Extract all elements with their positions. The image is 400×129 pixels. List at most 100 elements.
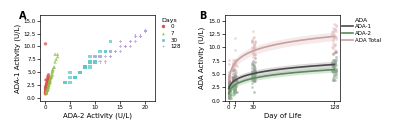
Point xyxy=(232,79,238,81)
Point xyxy=(230,77,236,79)
Point xyxy=(232,88,238,90)
Point xyxy=(329,38,336,40)
Point xyxy=(332,44,338,46)
Point xyxy=(249,70,255,72)
Point xyxy=(226,91,232,93)
Point xyxy=(230,88,236,90)
Point xyxy=(232,72,238,74)
Point xyxy=(226,96,232,98)
Point xyxy=(330,78,336,80)
Point xyxy=(43,89,49,91)
Point xyxy=(330,52,337,54)
Point xyxy=(329,33,336,35)
Point xyxy=(226,82,232,84)
Point xyxy=(230,79,237,81)
Point xyxy=(329,31,336,33)
Point xyxy=(230,60,237,62)
Point xyxy=(42,92,49,94)
Point xyxy=(226,78,232,80)
Point xyxy=(43,91,49,93)
Point xyxy=(330,59,337,62)
Point xyxy=(226,92,232,94)
Point xyxy=(331,33,337,35)
Point xyxy=(77,71,83,73)
Point xyxy=(107,51,114,53)
Point xyxy=(232,75,239,77)
Point xyxy=(231,90,238,92)
Point xyxy=(227,89,233,91)
Point xyxy=(43,88,49,90)
Point xyxy=(330,40,336,42)
Point xyxy=(250,71,256,73)
Point xyxy=(226,87,232,89)
Point xyxy=(333,51,340,53)
Point xyxy=(72,76,78,78)
Point xyxy=(230,91,237,93)
Point xyxy=(226,76,232,78)
Point xyxy=(251,79,258,81)
Point xyxy=(331,62,338,64)
Point xyxy=(97,56,104,58)
Point xyxy=(232,87,238,89)
Point xyxy=(226,87,232,89)
Point xyxy=(232,76,239,78)
Point xyxy=(330,23,337,25)
Point xyxy=(230,69,236,71)
Point xyxy=(252,71,259,73)
Point xyxy=(226,89,232,91)
Point xyxy=(249,39,255,41)
Point xyxy=(251,46,258,48)
Point xyxy=(231,77,238,79)
Point xyxy=(231,80,237,83)
Point xyxy=(330,79,337,81)
Point xyxy=(251,64,257,66)
Point xyxy=(43,89,49,91)
Point xyxy=(233,65,240,67)
Point xyxy=(43,91,50,93)
Point xyxy=(230,73,237,75)
Point xyxy=(251,70,258,72)
Point xyxy=(132,35,138,37)
Point xyxy=(230,63,236,65)
Point xyxy=(330,52,336,54)
Point xyxy=(330,76,337,78)
Point xyxy=(252,46,258,49)
Point xyxy=(333,76,339,78)
Point xyxy=(248,62,255,64)
Point xyxy=(333,59,339,61)
Point xyxy=(229,70,236,72)
Point xyxy=(252,61,258,63)
Point xyxy=(142,30,148,32)
Point xyxy=(226,86,232,88)
Point xyxy=(226,94,232,96)
Point xyxy=(226,80,232,82)
Point xyxy=(226,90,233,92)
Point xyxy=(227,90,233,92)
Point xyxy=(82,66,88,68)
Point xyxy=(232,59,239,61)
Point xyxy=(230,85,237,87)
Point xyxy=(232,74,238,76)
Point xyxy=(252,78,259,80)
Point xyxy=(43,87,50,89)
Point xyxy=(252,41,258,43)
Point xyxy=(77,71,83,73)
Point xyxy=(333,36,339,38)
X-axis label: Day of Life: Day of Life xyxy=(264,113,301,119)
Point xyxy=(226,91,232,93)
Point xyxy=(230,76,236,78)
Point xyxy=(249,40,256,42)
Point xyxy=(226,91,232,93)
Point xyxy=(331,36,338,38)
Point xyxy=(47,79,53,81)
Point xyxy=(117,45,124,47)
Point xyxy=(226,90,233,92)
Point xyxy=(332,68,339,70)
Point xyxy=(332,79,338,82)
Point xyxy=(251,67,258,69)
Point xyxy=(72,76,78,78)
Point xyxy=(46,79,53,81)
Point xyxy=(226,94,233,96)
Point xyxy=(329,62,336,64)
Point xyxy=(43,79,49,81)
